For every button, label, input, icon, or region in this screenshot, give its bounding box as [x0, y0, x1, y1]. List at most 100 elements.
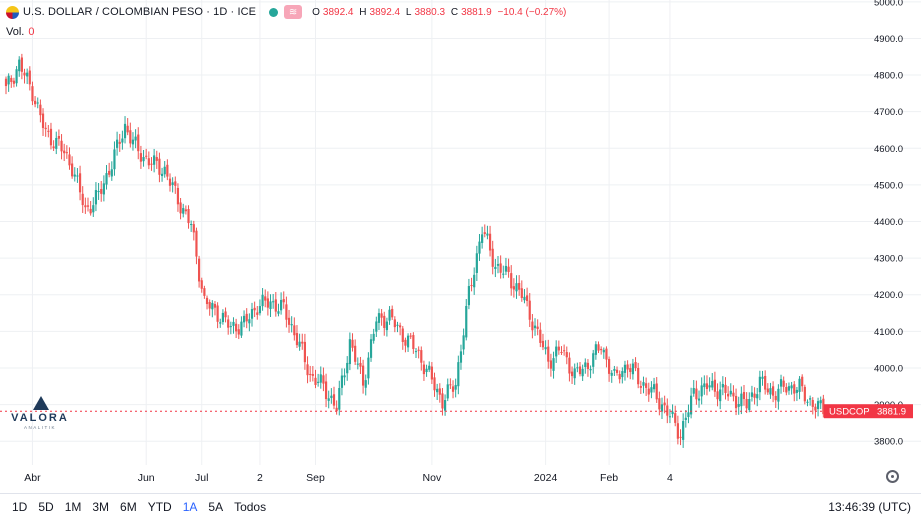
candle-body: [380, 313, 383, 318]
candle-body: [237, 329, 240, 335]
candle-body: [274, 299, 277, 312]
volume-legend: Vol. 0: [6, 26, 34, 38]
range-5a[interactable]: 5A: [208, 499, 224, 514]
candle-body: [443, 400, 447, 411]
range-ytd[interactable]: YTD: [147, 499, 172, 514]
candle-body: [539, 329, 542, 343]
candle-body: [229, 326, 232, 328]
candle-body: [600, 348, 603, 351]
candle-body: [39, 104, 42, 116]
candle-body: [110, 169, 113, 177]
settings-gear-icon[interactable]: [886, 470, 899, 483]
candle-body: [552, 358, 555, 371]
candle-body: [774, 395, 777, 401]
candle-body: [557, 346, 560, 351]
candle-body: [541, 340, 545, 348]
candle-body: [168, 178, 172, 186]
candle-body: [719, 389, 722, 402]
valora-logo-name: VALORA: [11, 412, 69, 424]
low-label: L: [405, 6, 412, 18]
candle-body: [475, 253, 478, 273]
range-5d[interactable]: 5D: [38, 499, 54, 514]
candle-body: [454, 384, 457, 390]
range-3m[interactable]: 3M: [92, 499, 110, 514]
volume-label: Vol.: [6, 26, 25, 38]
candle-body: [23, 72, 26, 76]
range-1d[interactable]: 1D: [12, 499, 28, 514]
candle-body: [594, 344, 597, 355]
candle-body: [692, 388, 695, 394]
candlestick-series: [4, 53, 828, 448]
range-1a[interactable]: 1A: [182, 499, 198, 514]
candle-body: [647, 388, 650, 395]
time-axis[interactable]: Abr Jun Jul 2 Sep Nov 2024 Feb 4: [24, 472, 673, 484]
candle-body: [412, 335, 415, 350]
candle-body: [727, 393, 730, 397]
candle-body: [478, 241, 481, 254]
candle-body: [81, 193, 84, 206]
candle-body: [20, 57, 23, 72]
candle-body: [436, 388, 439, 393]
candle-body: [15, 69, 18, 84]
candle-body: [502, 273, 505, 275]
candle-body: [97, 190, 100, 193]
price-tag-price: 3881.9: [877, 407, 906, 418]
candle-body: [41, 113, 45, 128]
open-label: O: [312, 6, 320, 18]
candle-body: [388, 309, 391, 321]
candle-body: [208, 302, 211, 309]
range-1m[interactable]: 1M: [64, 499, 82, 514]
open-value: 3892.4: [322, 6, 354, 18]
candle-body: [332, 394, 336, 406]
alert-badge-icon[interactable]: ≋: [284, 5, 303, 19]
symbol-title[interactable]: U.S. DOLLAR / COLOMBIAN PESO · 1D · ICE: [23, 6, 257, 18]
candle-body: [409, 335, 412, 337]
candle-body: [618, 373, 621, 380]
candle-body: [145, 155, 148, 157]
candle-body: [253, 307, 256, 311]
candle-body: [745, 398, 748, 409]
currency-flag-icon: [6, 5, 19, 19]
candle-body: [584, 362, 587, 367]
candle-body: [179, 202, 182, 214]
range-todos[interactable]: Todos: [234, 499, 267, 514]
candle-body: [629, 368, 632, 373]
y-tick-label: 4800.0: [874, 71, 903, 82]
utc-clock[interactable]: 13:46:39 (UTC): [828, 500, 911, 514]
valora-logo-icon: [33, 396, 49, 410]
candle-body: [597, 344, 600, 351]
candle-body: [777, 388, 780, 402]
candle-body: [364, 380, 367, 388]
candle-body: [457, 362, 460, 387]
y-tick-label: 4700.0: [874, 107, 903, 118]
candle-body: [753, 393, 756, 398]
price-tag: USDCOP 3881.9: [824, 404, 913, 419]
candle-body: [277, 311, 280, 314]
candle-body: [71, 163, 74, 177]
candle-body: [687, 412, 690, 418]
x-tick-label: Jun: [138, 472, 155, 484]
x-tick-label: Sep: [306, 472, 325, 484]
candle-body: [806, 401, 809, 403]
price-axis[interactable]: 3800.03900.04000.04100.04200.04300.04400…: [874, 0, 903, 448]
candle-body: [742, 392, 746, 400]
candle-body: [7, 75, 10, 85]
candle-body: [401, 328, 404, 343]
candle-body: [55, 137, 58, 149]
candle-body: [801, 376, 804, 387]
candle-body: [473, 274, 476, 288]
candle-body: [798, 378, 801, 392]
candle-body: [147, 158, 150, 166]
candle-body: [150, 163, 153, 165]
range-6m[interactable]: 6M: [120, 499, 137, 514]
market-status-icon[interactable]: [269, 7, 279, 17]
candle-body: [816, 401, 820, 409]
candle-body: [518, 282, 521, 290]
candle-body: [250, 309, 254, 319]
candle-body: [531, 321, 534, 331]
y-tick-label: 5000.0: [874, 0, 903, 8]
candle-body: [160, 173, 164, 177]
candle-body: [153, 155, 156, 165]
x-tick-label: 4: [667, 472, 673, 484]
